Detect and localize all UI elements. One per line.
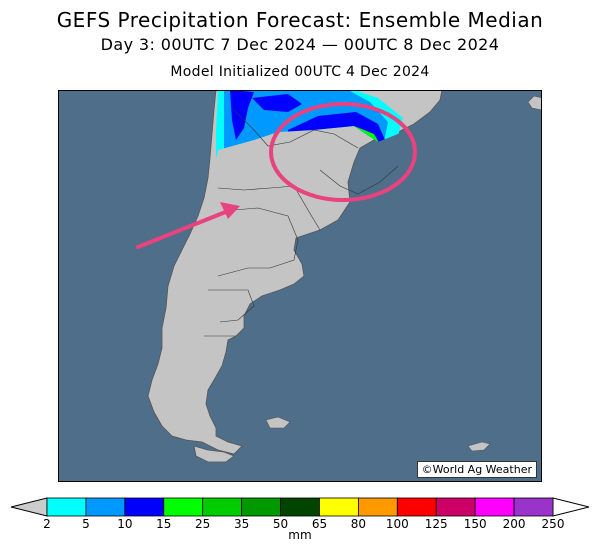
colorbar-swatch: [241, 497, 281, 517]
colorbar-tick-label: 150: [464, 517, 487, 531]
colorbar-tick-label: 10: [117, 517, 132, 531]
model-init-time: Model Initialized 00UTC 4 Dec 2024: [170, 64, 430, 80]
land-south-georgia: [467, 441, 491, 452]
highlight-arrowhead: [220, 202, 240, 219]
forecast-period: Day 3: 00UTC 7 Dec 2024 — 00UTC 8 Dec 20…: [100, 35, 500, 54]
colorbar-swatch: [85, 497, 126, 517]
colorbar: 2 5 10 15 25 35 50 65 80 100 125 150 200 250: [0, 494, 600, 548]
colorbar-swatch: [163, 497, 204, 517]
land-tierra-del-fuego: [193, 445, 235, 463]
colorbar-tick-label: 65: [312, 517, 327, 531]
colorbar-tick-label: 35: [234, 517, 249, 531]
land-falklands: [265, 416, 291, 429]
colorbar-over-triangle: [552, 497, 590, 517]
highlight-arrow: [136, 209, 230, 249]
colorbar-swatch: [474, 497, 515, 517]
colorbar-swatch: [357, 497, 398, 517]
colorbar-under-triangle: [10, 497, 48, 517]
precipitation-map: ©World Ag Weather: [58, 90, 542, 482]
highlight-ellipse: [269, 102, 417, 202]
colorbar-swatch: [46, 497, 87, 517]
colorbar-swatch: [319, 497, 359, 517]
land-africa: [527, 95, 542, 111]
colorbar-svg: 2 5 10 15 25 35 50 65 80 100 125 150 200 250: [10, 497, 590, 531]
colorbar-tick-label: 2: [43, 517, 51, 531]
colorbar-swatch: [513, 497, 554, 517]
credit-label: ©World Ag Weather: [416, 461, 537, 478]
colorbar-swatch: [202, 497, 243, 517]
chart-title: GEFS Precipitation Forecast: Ensemble Me…: [56, 8, 544, 32]
colorbar-unit: mm: [288, 528, 312, 542]
colorbar-tick-label: 200: [503, 517, 526, 531]
colorbar-swatch: [124, 497, 165, 517]
map-canvas: [58, 90, 542, 482]
colorbar-tick-label: 100: [386, 517, 409, 531]
colorbar-tick-label: 80: [351, 517, 366, 531]
colorbar-swatch: [396, 497, 437, 517]
colorbar-tick-label: 5: [82, 517, 90, 531]
colorbar-tick-label: 50: [273, 517, 288, 531]
colorbar-tick-label: 25: [195, 517, 210, 531]
colorbar-tick-label: 15: [156, 517, 171, 531]
colorbar-swatch: [435, 497, 476, 517]
colorbar-swatch: [280, 497, 320, 517]
colorbar-tick-label: 250: [542, 517, 565, 531]
borders: [204, 109, 399, 337]
colorbar-tick-label: 125: [425, 517, 448, 531]
